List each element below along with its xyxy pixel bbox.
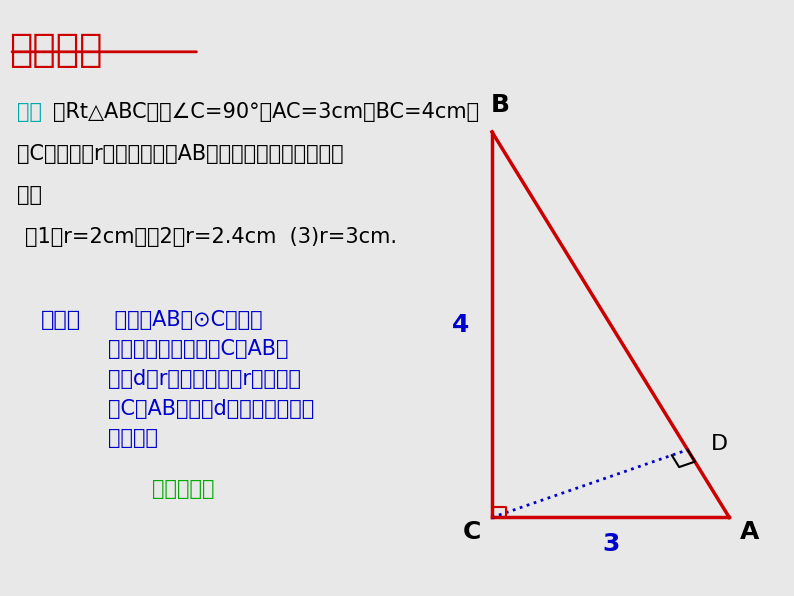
Text: 如何作出？: 如何作出？: [152, 479, 214, 499]
Text: D: D: [711, 434, 728, 454]
Text: 例：: 例：: [17, 103, 42, 122]
Text: B: B: [491, 93, 510, 117]
Text: 么？: 么？: [17, 185, 42, 205]
Text: 3: 3: [602, 532, 619, 556]
Text: 4: 4: [452, 313, 469, 337]
Text: A: A: [739, 520, 759, 545]
Text: 典型例题: 典型例题: [10, 31, 102, 69]
Text: 分析：: 分析：: [41, 310, 81, 330]
Text: （1）r=2cm；（2）r=2.4cm  (3)r=3cm.: （1）r=2cm；（2）r=2.4cm (3)r=3cm.: [25, 227, 397, 247]
Text: 以C为圆心，r为半径的圆与AB有怎样的位置关系？为什: 以C为圆心，r为半径的圆与AB有怎样的位置关系？为什: [17, 144, 344, 164]
Text: 在Rt△ABC中，∠C=90°，AC=3cm，BC=4cm，: 在Rt△ABC中，∠C=90°，AC=3cm，BC=4cm，: [53, 103, 479, 122]
Text: C: C: [463, 520, 481, 545]
Text: 要了解AB与⊙C的位置
关系，只要知道圆心C到AB的
距离d与r的关系．已知r，只需求
出C到AB的距离d。怎样求？图上
有没有？: 要了解AB与⊙C的位置 关系，只要知道圆心C到AB的 距离d与r的关系．已知r，…: [108, 310, 314, 448]
